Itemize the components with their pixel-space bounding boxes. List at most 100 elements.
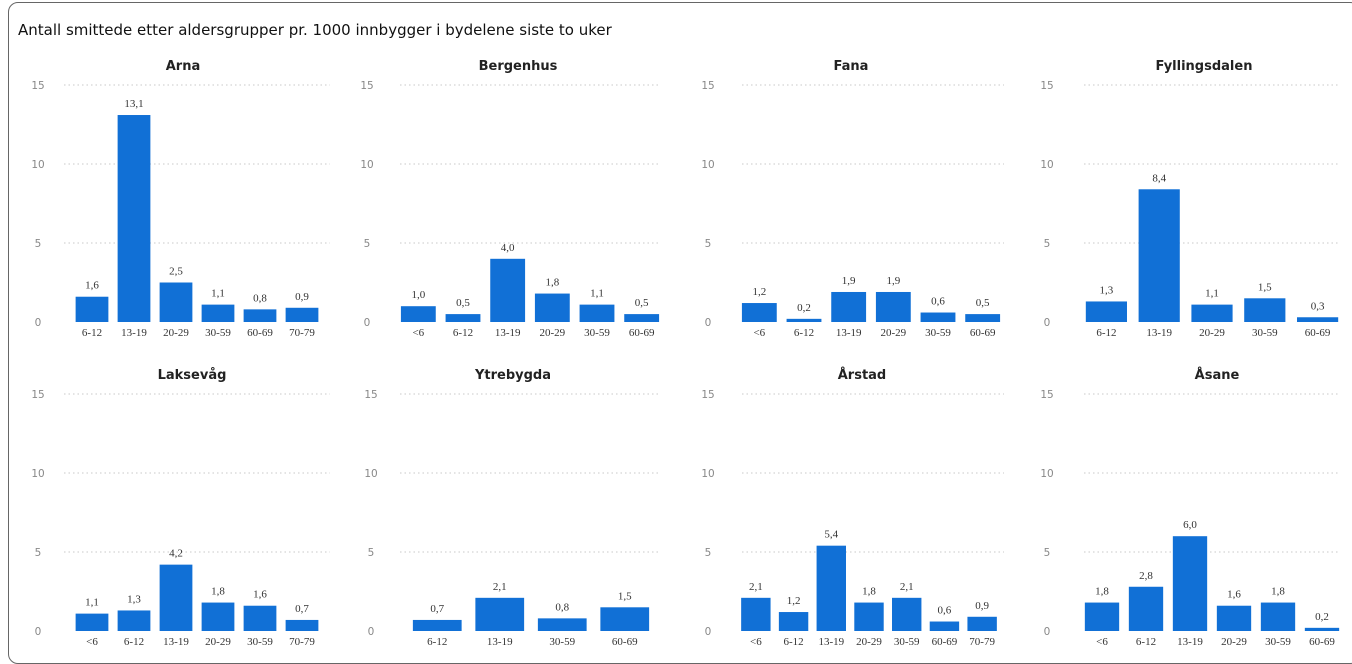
y-tick-label: 5 <box>1044 238 1051 250</box>
y-tick-label: 15 <box>364 389 377 401</box>
y-tick-label: 10 <box>360 159 373 171</box>
bar <box>875 291 911 322</box>
data-label: 1,8 <box>545 277 559 289</box>
data-label: 0,5 <box>635 297 649 309</box>
x-tick-label: 30-59 <box>584 327 610 339</box>
x-tick-label: 13-19 <box>121 327 147 339</box>
data-label: 2,1 <box>749 581 763 593</box>
bar <box>201 304 235 322</box>
x-tick-label: 30-59 <box>1265 636 1291 648</box>
bar <box>445 314 481 322</box>
data-label: 0,5 <box>456 297 470 309</box>
data-label: 2,1 <box>493 581 507 593</box>
chart-title: Laksevåg <box>158 368 227 383</box>
x-tick-label: 20-29 <box>163 327 189 339</box>
y-tick-label: 0 <box>368 626 375 638</box>
data-label: 0,2 <box>797 302 811 314</box>
data-label: 1,3 <box>127 593 141 605</box>
bar <box>1244 298 1286 322</box>
data-label: 4,2 <box>169 548 183 560</box>
y-tick-label: 0 <box>1044 626 1051 638</box>
bar <box>920 312 956 322</box>
data-label: 2,5 <box>169 266 183 278</box>
bar <box>1128 586 1164 631</box>
data-label: 0,6 <box>931 296 945 308</box>
y-tick-label: 5 <box>705 238 712 250</box>
x-tick-label: 20-29 <box>1199 327 1225 339</box>
data-label: 0,9 <box>975 600 989 612</box>
chart-title: Ytrebygda <box>474 368 551 383</box>
data-label: 1,8 <box>1095 586 1109 598</box>
x-tick-label: 20-29 <box>880 327 906 339</box>
data-label: 1,2 <box>787 595 801 607</box>
data-label: 0,2 <box>1315 611 1329 623</box>
x-tick-label: 13-19 <box>487 636 513 648</box>
chart-bergenhus: Bergenhus 0 5 10 15 1,0 <6 0,5 6-12 4,0 13-19 1,8 20… <box>360 59 660 339</box>
y-tick-label: 15 <box>701 389 714 401</box>
x-tick-label: 13-19 <box>163 636 189 648</box>
x-tick-label: <6 <box>86 636 98 648</box>
x-tick-label: 60-69 <box>970 327 996 339</box>
data-label: 1,8 <box>1271 586 1285 598</box>
y-tick-label: 5 <box>364 238 371 250</box>
x-tick-label: 6-12 <box>1136 636 1156 648</box>
bar <box>854 602 884 631</box>
data-label: 1,6 <box>1227 589 1241 601</box>
y-tick-label: 5 <box>368 547 375 559</box>
x-tick-label: 30-59 <box>205 327 231 339</box>
bar <box>412 619 462 631</box>
data-label: 0,3 <box>1311 300 1325 312</box>
data-label: 0,8 <box>555 601 569 613</box>
x-tick-label: 60-69 <box>1305 327 1331 339</box>
x-tick-label: 60-69 <box>629 327 655 339</box>
y-tick-label: 10 <box>31 159 44 171</box>
bar <box>490 258 526 322</box>
bar <box>929 621 960 631</box>
data-label: 0,6 <box>938 605 952 617</box>
data-label: 8,4 <box>1152 172 1166 184</box>
bar <box>624 314 660 322</box>
x-tick-label: 13-19 <box>495 327 521 339</box>
bar <box>159 564 193 631</box>
x-tick-label: 20-29 <box>205 636 231 648</box>
bar <box>965 314 1001 322</box>
bar <box>967 616 997 631</box>
y-tick-label: 5 <box>1044 547 1051 559</box>
page-title: Antall smittede etter aldersgrupper pr. … <box>18 21 612 39</box>
chart-ytrebygda: Ytrebygda 0 5 10 15 0,7 6-12 2,1 13-19 0,8 30-59 1,… <box>364 368 660 648</box>
bar <box>243 309 277 322</box>
data-label: 1,9 <box>842 275 856 287</box>
chart-fana: Fana 0 5 10 15 1,2 <6 0,2 6-12 1,9 13-19 1,9 20-29 0,… <box>701 59 1004 339</box>
y-tick-label: 5 <box>35 238 42 250</box>
x-tick-label: 6-12 <box>794 327 814 339</box>
chart-fyllingsdalen: Fyllingsdalen 0 5 10 15 1,3 6-12 8,4 13-19 1,1 20-… <box>1040 59 1340 339</box>
bar <box>243 605 277 631</box>
bar <box>534 293 570 322</box>
data-label: 0,9 <box>295 291 309 303</box>
x-tick-label: 60-69 <box>247 327 273 339</box>
x-tick-label: 30-59 <box>549 636 575 648</box>
chart-title: Åsane <box>1195 367 1240 383</box>
y-tick-label: 10 <box>1040 468 1053 480</box>
y-tick-label: 0 <box>705 317 712 329</box>
x-tick-label: 13-19 <box>836 327 862 339</box>
data-label: 1,5 <box>618 590 632 602</box>
bar <box>741 303 777 322</box>
data-label: 1,1 <box>1205 288 1219 300</box>
bar <box>831 291 867 322</box>
data-label: 1,2 <box>752 286 766 298</box>
bar <box>600 607 650 631</box>
y-tick-label: 10 <box>701 468 714 480</box>
bar <box>1138 189 1180 322</box>
x-tick-label: <6 <box>750 636 762 648</box>
x-tick-label: 6-12 <box>124 636 144 648</box>
bar <box>1085 301 1127 322</box>
x-tick-label: 70-79 <box>289 327 315 339</box>
chart-title: Bergenhus <box>479 59 558 74</box>
x-tick-label: 70-79 <box>289 636 315 648</box>
bar <box>1304 627 1340 631</box>
data-label: 13,1 <box>124 98 143 110</box>
y-tick-label: 10 <box>31 468 44 480</box>
chart-arna: Arna 0 5 10 15 1,6 6-12 13,1 13-19 2,5 20-29 1,1 30-… <box>31 59 330 339</box>
y-tick-label: 0 <box>35 626 42 638</box>
